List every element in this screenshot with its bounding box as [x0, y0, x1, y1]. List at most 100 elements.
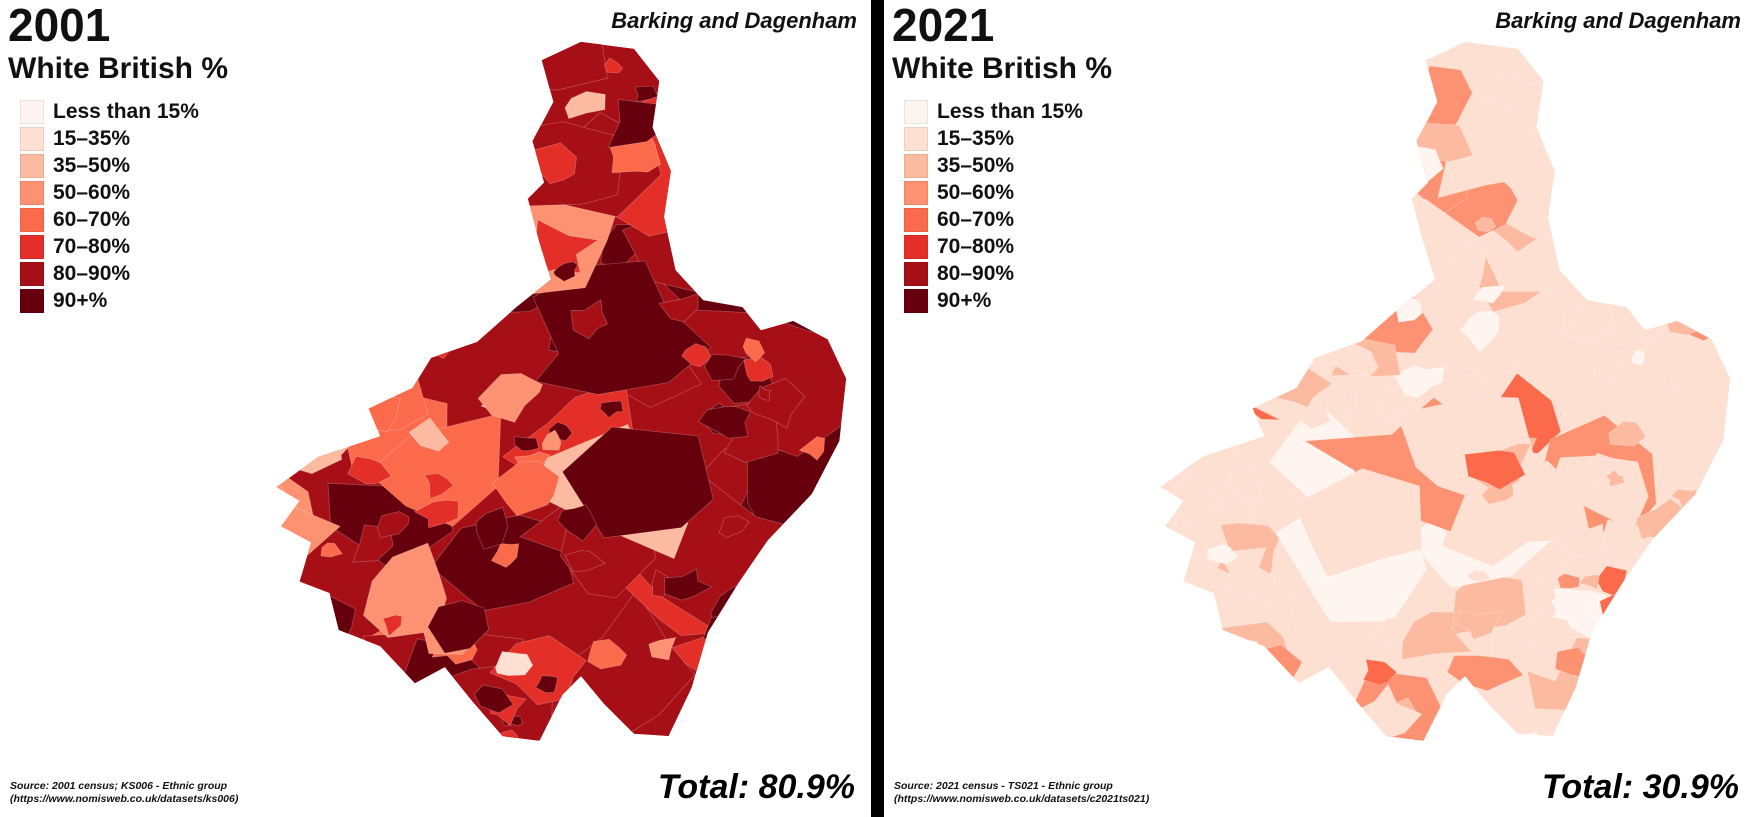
map-area-patch	[1677, 163, 1731, 206]
legend-label: 35–50%	[53, 154, 131, 177]
legend-item: 15–35%	[20, 127, 199, 151]
map-area-patch	[1192, 334, 1280, 407]
map-area-patch	[1610, 544, 1731, 678]
legend-label: Less than 15%	[937, 100, 1083, 123]
map-area-patch	[1459, 310, 1500, 353]
map-area-patch	[1464, 449, 1526, 491]
map-area-patch	[1583, 648, 1648, 708]
map-area-patch	[599, 400, 624, 419]
map-area-patch	[326, 74, 372, 126]
map-area-patch	[347, 455, 393, 485]
map-area-patch	[276, 689, 320, 741]
map-area-patch	[1465, 569, 1491, 583]
map-area-patch	[1202, 122, 1383, 261]
map-area-patch	[1212, 637, 1265, 689]
legend-label: 80–90%	[937, 262, 1015, 285]
map-area-patch	[1367, 616, 1412, 646]
choropleth-legend: Less than 15% 15–35% 35–50% 50–60% 60–70% 70–…	[20, 100, 199, 313]
map-area-patch	[785, 96, 810, 118]
map-area-patch	[778, 600, 805, 616]
map-area-patch	[570, 299, 608, 340]
map-area-patch	[1258, 210, 1399, 308]
map-area-patch	[276, 385, 307, 427]
map-area-patch	[351, 126, 422, 176]
map-area-patch	[561, 426, 714, 539]
map-area-patch	[697, 406, 752, 439]
map-area-patch	[276, 119, 307, 163]
legend-label: Less than 15%	[53, 100, 199, 123]
map-area-patch	[1191, 621, 1294, 712]
map-area-patch	[740, 223, 847, 336]
map-area-patch	[557, 504, 598, 542]
legend-item: 15–35%	[904, 127, 1083, 151]
map-area-patch	[1160, 174, 1196, 230]
legend-swatch	[904, 154, 928, 178]
legend-label: 70–80%	[53, 235, 131, 258]
map-area-patch	[1294, 253, 1328, 280]
legend-label: 70–80%	[937, 235, 1015, 258]
map-area-patch	[1584, 67, 1645, 121]
legend-label: 90+%	[53, 289, 108, 312]
legend-item: Less than 15%	[904, 100, 1083, 124]
map-area-patch	[1527, 613, 1576, 654]
legend-swatch	[904, 181, 928, 205]
legend-title: White British %	[892, 52, 1113, 85]
map-area-patch	[337, 386, 401, 433]
map-area-patch	[798, 436, 826, 461]
map-area-patch	[706, 168, 812, 218]
map-area-patch	[477, 373, 544, 423]
map-area-patch	[1591, 626, 1642, 674]
map-area-patch	[754, 681, 768, 698]
source-line-2: (https://www.nomisweb.co.uk/datasets/c20…	[894, 793, 1150, 806]
map-area-patch	[276, 396, 343, 475]
map-area-patch	[711, 575, 847, 694]
map-area-patch	[728, 683, 823, 741]
map-area-patch	[742, 337, 766, 363]
map-area-patch	[1690, 114, 1731, 147]
legend-item: 60–70%	[20, 208, 199, 232]
map-area-patch	[413, 499, 459, 529]
map-area-patch	[1656, 41, 1681, 52]
map-area-patch	[1260, 166, 1294, 208]
map-area-patch	[759, 687, 801, 719]
map-area-patch	[781, 640, 802, 658]
legend-swatch	[20, 208, 44, 232]
map-area-patch	[424, 472, 455, 500]
map-area-patch	[355, 673, 380, 694]
map-area-patch	[1365, 104, 1382, 116]
map-area-patch	[781, 226, 847, 273]
map-area-patch	[805, 43, 847, 91]
map-area-patch	[317, 348, 363, 399]
map-area-patch	[294, 48, 339, 85]
legend-item: 80–90%	[20, 262, 199, 286]
map-area-patch	[784, 620, 847, 678]
legend-item: 50–60%	[904, 181, 1083, 205]
legend-item: 50–60%	[20, 181, 199, 205]
map-area-patch	[447, 140, 500, 188]
map-area-patch	[326, 724, 387, 741]
legend-item: 90+%	[904, 289, 1083, 313]
map-area-patch	[1239, 348, 1279, 378]
map-area-patch	[1255, 84, 1316, 126]
map-area-patch	[276, 157, 282, 176]
map-area-patch	[348, 291, 378, 320]
region-label: Barking and Dagenham	[1495, 8, 1741, 33]
map-area-patch	[1291, 248, 1358, 294]
map-area-patch	[491, 460, 560, 517]
map-area-patch	[509, 256, 532, 275]
map-area-patch	[736, 576, 805, 649]
map-area-patch	[715, 41, 830, 148]
source-line-1: Source: 2001 census; KS006 - Ethnic grou…	[10, 779, 228, 792]
map-area-patch	[294, 95, 349, 135]
legend-item: 35–50%	[904, 154, 1083, 178]
map-area-patch	[1604, 728, 1638, 741]
legend-item: 90+%	[20, 289, 199, 313]
map-area-patch	[1221, 644, 1303, 697]
map-area-patch	[423, 196, 498, 268]
map-area-patch	[283, 725, 319, 741]
map-area-patch	[1186, 179, 1355, 294]
map-area-patch	[1160, 383, 1198, 442]
map-area-patch	[473, 684, 514, 714]
map-area-patch	[1160, 245, 1222, 310]
